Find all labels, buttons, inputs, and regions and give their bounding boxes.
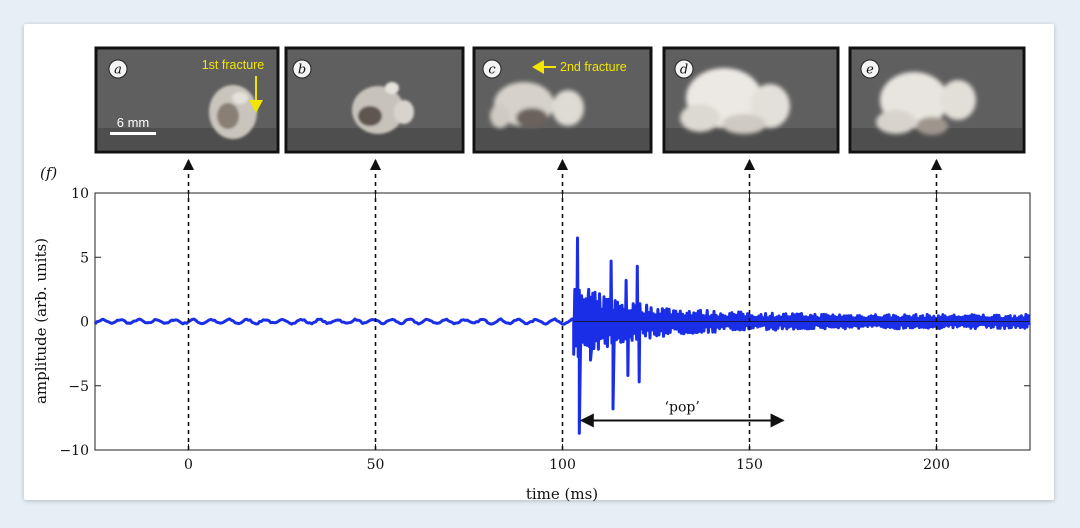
y-tick-label: 0 — [80, 315, 89, 331]
annotation-arrow-head — [532, 60, 544, 74]
kernel-c — [490, 82, 584, 128]
panel-label-f: (f) — [40, 164, 57, 182]
photo-b: b — [284, 46, 465, 154]
photo-e: e — [848, 46, 1026, 154]
panel-label-badge — [674, 59, 694, 79]
y-tick-label: −5 — [68, 379, 89, 395]
y-tick-label: 5 — [80, 250, 89, 266]
panel-label-d: d — [680, 63, 688, 78]
x-tick-label: 50 — [367, 457, 385, 473]
panel-label-c: c — [488, 63, 496, 78]
scale-bar-label: 6 mm — [117, 115, 150, 130]
panel-label-b: b — [298, 63, 306, 78]
x-tick-label: 100 — [549, 457, 576, 473]
panel-label-badge — [292, 59, 312, 79]
photo-panels: a 1st fracture 6 mm b — [94, 46, 1026, 154]
y-tick-label: 10 — [71, 186, 89, 202]
kernel-b — [352, 82, 414, 134]
x-axis-label: time (ms) — [526, 485, 598, 503]
kernel-d — [680, 68, 790, 134]
signal-trace — [93, 236, 1031, 435]
panel-label-e: e — [866, 63, 874, 78]
photo-c: c 2nd fracture — [472, 46, 653, 154]
panel-label-badge — [108, 59, 128, 79]
kernel-e — [876, 72, 976, 135]
y-axis-label: amplitude (arb. units) — [32, 238, 50, 404]
x-tick-label: 0 — [184, 457, 193, 473]
annotation-arrow-head — [249, 100, 263, 113]
kernel-a — [209, 85, 257, 139]
y-tick-label: −10 — [59, 443, 89, 459]
panel-label-a: a — [114, 63, 122, 78]
photo-a: a 1st fracture 6 mm — [94, 46, 280, 154]
panel-label-badge — [860, 59, 880, 79]
x-tick-label: 200 — [923, 457, 950, 473]
fracture-annotation-2: 2nd fracture — [560, 60, 627, 74]
x-tick-label: 150 — [736, 457, 763, 473]
panel-label-badge — [482, 59, 502, 79]
fracture-annotation-1: 1st fracture — [202, 58, 265, 72]
scale-bar — [110, 132, 156, 135]
photo-d: d — [662, 46, 840, 154]
pop-label: ‘pop’ — [665, 399, 700, 415]
